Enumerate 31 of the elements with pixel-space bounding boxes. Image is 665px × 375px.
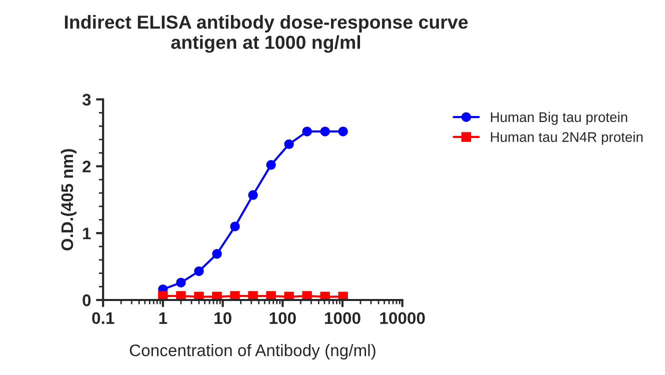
x-tick-label: 100 bbox=[270, 312, 296, 324]
point bbox=[194, 266, 204, 276]
point bbox=[248, 190, 258, 200]
chart-title: Indirect ELISA antibody dose-response curve antigen at 1000 ng/ml bbox=[64, 15, 468, 53]
y-tick-label: 1 bbox=[83, 228, 91, 240]
x-tick-label: 1000 bbox=[324, 312, 360, 324]
y-tick-label: 2 bbox=[82, 160, 91, 172]
x-tick-label: 10 bbox=[214, 312, 232, 324]
point bbox=[302, 126, 312, 136]
point bbox=[266, 291, 276, 300]
point bbox=[212, 248, 222, 259]
point bbox=[338, 126, 348, 136]
legend-label: Human tau 2N4R protein bbox=[490, 132, 643, 145]
legend-label: Human Big tau protein bbox=[490, 112, 628, 125]
x-tick-label: 10000 bbox=[380, 312, 425, 324]
x-tick-label: 0.1 bbox=[92, 312, 114, 324]
point bbox=[302, 291, 312, 300]
x-tick-label: 1 bbox=[159, 312, 168, 324]
x-axis-title: Concentration of Antibody (ng/ml) bbox=[130, 344, 376, 360]
y-axis-title: O.D.(405 nm) bbox=[60, 149, 76, 250]
point bbox=[230, 291, 240, 300]
point bbox=[320, 126, 330, 136]
point bbox=[176, 278, 186, 288]
point bbox=[266, 160, 276, 170]
point bbox=[230, 222, 240, 232]
point bbox=[176, 291, 186, 300]
y-tick-label: 0 bbox=[82, 294, 91, 306]
y-tick-label: 3 bbox=[82, 94, 91, 106]
point bbox=[248, 291, 258, 300]
point bbox=[284, 139, 294, 150]
point bbox=[158, 291, 168, 300]
